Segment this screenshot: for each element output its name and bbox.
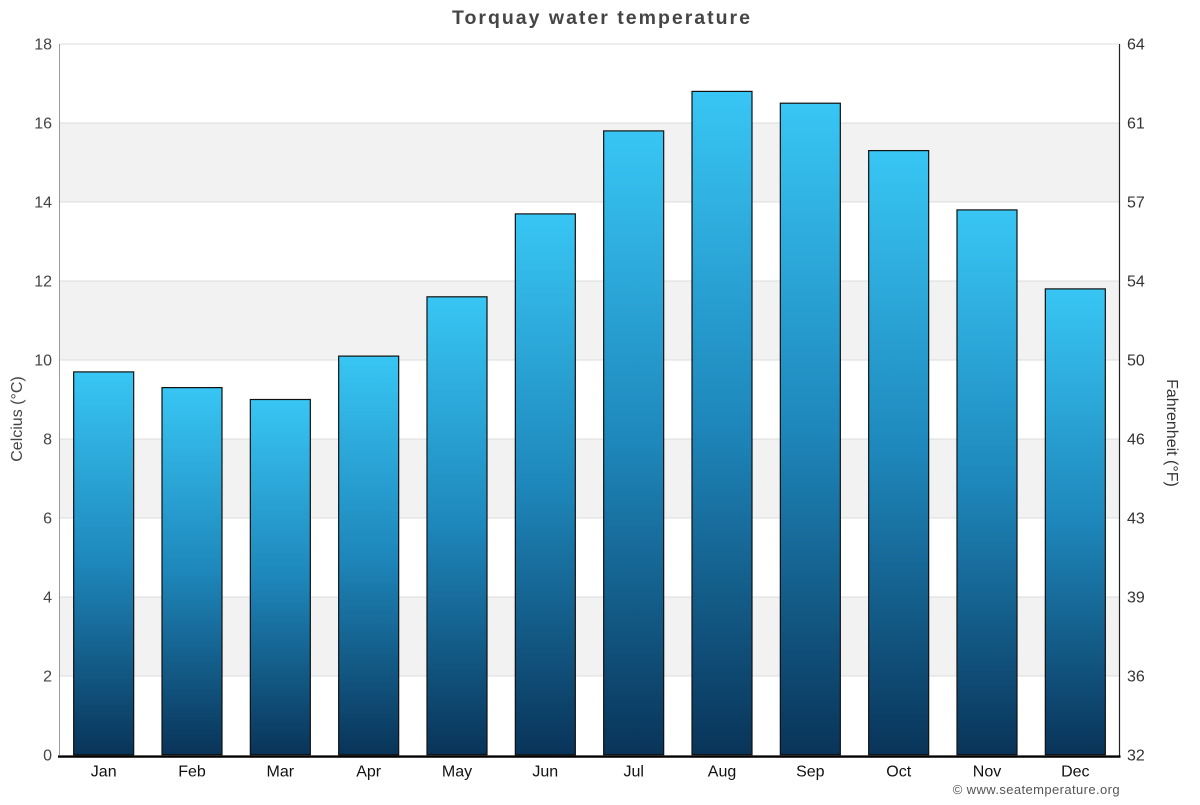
svg-text:Oct: Oct [886,764,911,781]
svg-text:Apr: Apr [356,764,382,781]
svg-text:18: 18 [34,37,52,54]
svg-text:39: 39 [1127,590,1145,607]
svg-text:Jun: Jun [532,764,558,781]
svg-text:14: 14 [34,195,52,212]
svg-text:Aug: Aug [708,764,736,781]
svg-text:Mar: Mar [267,764,295,781]
svg-text:57: 57 [1127,195,1145,212]
svg-text:6: 6 [43,511,52,528]
svg-text:Nov: Nov [973,764,1001,781]
svg-text:Fahrenheit (°F): Fahrenheit (°F) [1163,379,1180,487]
svg-text:50: 50 [1127,353,1145,370]
svg-text:2: 2 [43,669,52,686]
svg-text:Jan: Jan [91,764,117,781]
svg-text:May: May [442,764,472,781]
svg-text:64: 64 [1127,37,1145,54]
svg-text:© www.seatemperature.org: © www.seatemperature.org [953,782,1120,797]
svg-text:43: 43 [1127,511,1145,528]
svg-text:10: 10 [34,353,52,370]
svg-text:32: 32 [1127,748,1145,765]
svg-text:Torquay water temperature: Torquay water temperature [452,7,752,29]
svg-text:8: 8 [43,432,52,449]
svg-text:Dec: Dec [1061,764,1089,781]
svg-text:16: 16 [34,116,52,133]
svg-text:36: 36 [1127,669,1145,686]
svg-text:Sep: Sep [796,764,825,781]
svg-text:Celcius (°C): Celcius (°C) [9,376,26,462]
svg-text:0: 0 [43,748,52,765]
svg-text:61: 61 [1127,116,1145,133]
svg-text:46: 46 [1127,432,1145,449]
svg-text:Jul: Jul [623,764,643,781]
svg-text:4: 4 [43,590,52,607]
svg-text:54: 54 [1127,274,1145,291]
svg-text:Feb: Feb [178,764,206,781]
svg-text:12: 12 [34,274,52,291]
